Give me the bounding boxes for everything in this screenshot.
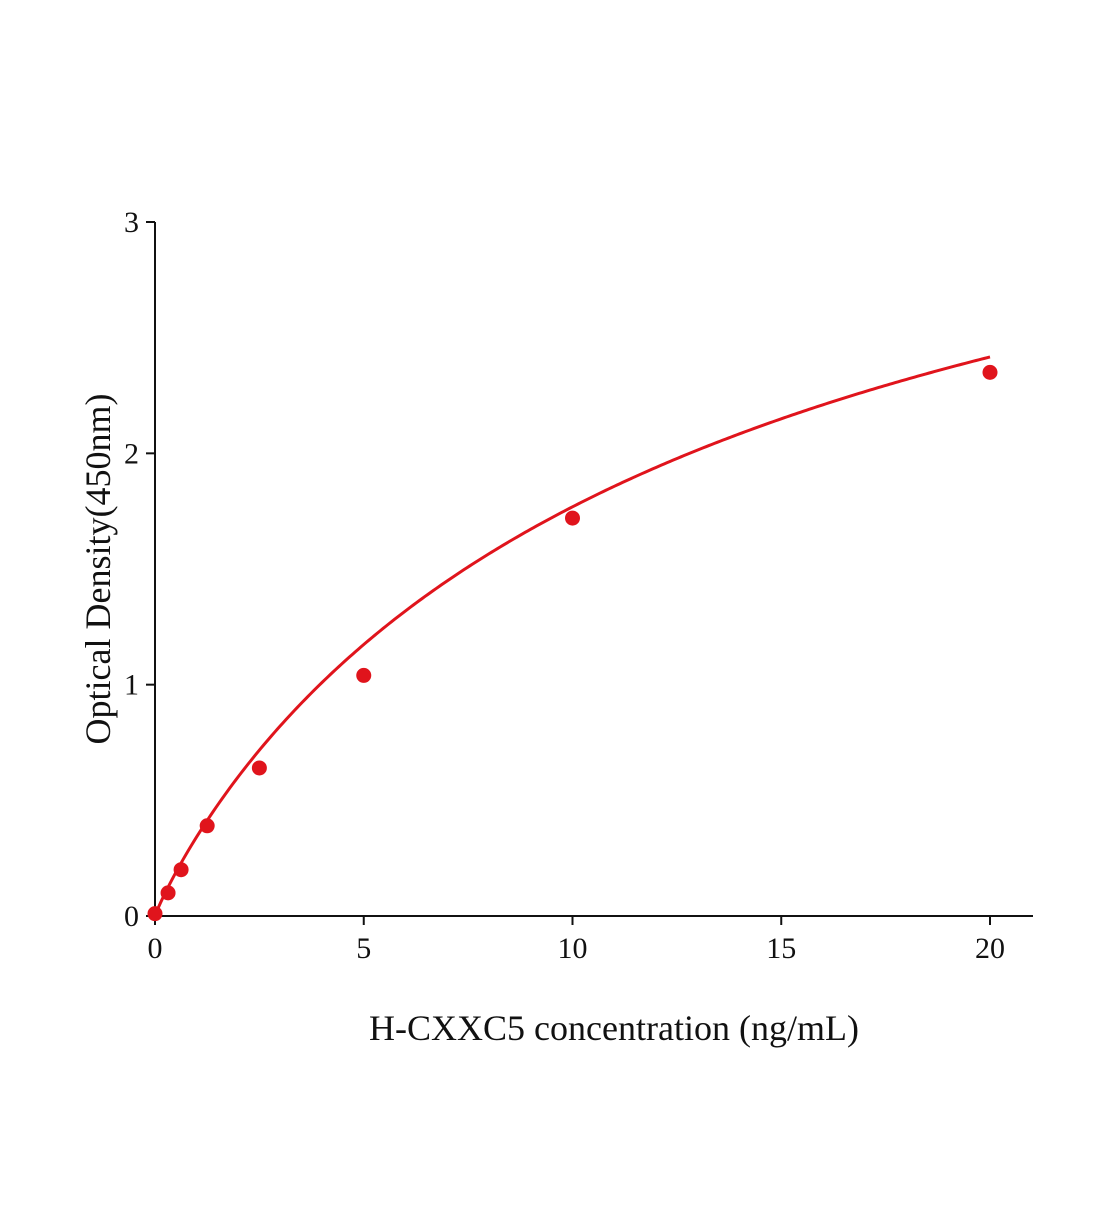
y-tick-label: 2 <box>124 437 139 470</box>
data-point <box>147 906 163 922</box>
data-points <box>147 364 998 922</box>
x-tick-label: 20 <box>975 932 1005 965</box>
data-point <box>160 885 176 901</box>
axes <box>154 222 1033 917</box>
data-point <box>173 862 189 878</box>
x-tick-label: 0 <box>148 932 163 965</box>
ticks: 0 5 10 15 20 0 1 2 3 <box>124 206 1005 965</box>
x-tick-label: 5 <box>356 932 371 965</box>
x-axis-title: H-CXXC5 concentration (ng/mL) <box>369 1008 859 1048</box>
y-tick-label: 1 <box>124 669 139 702</box>
data-point <box>199 818 215 834</box>
data-point <box>251 760 267 776</box>
data-point <box>982 364 998 380</box>
y-tick-label: 0 <box>124 900 139 933</box>
fit-curve <box>153 355 991 917</box>
y-tick-label: 3 <box>124 206 139 239</box>
data-point <box>356 667 372 683</box>
data-point <box>565 510 580 526</box>
y-axis-title: Optical Density(450nm) <box>78 394 118 745</box>
x-tick-label: 10 <box>558 932 588 965</box>
x-tick-label: 15 <box>766 932 796 965</box>
fit-curve-layer <box>153 355 991 917</box>
